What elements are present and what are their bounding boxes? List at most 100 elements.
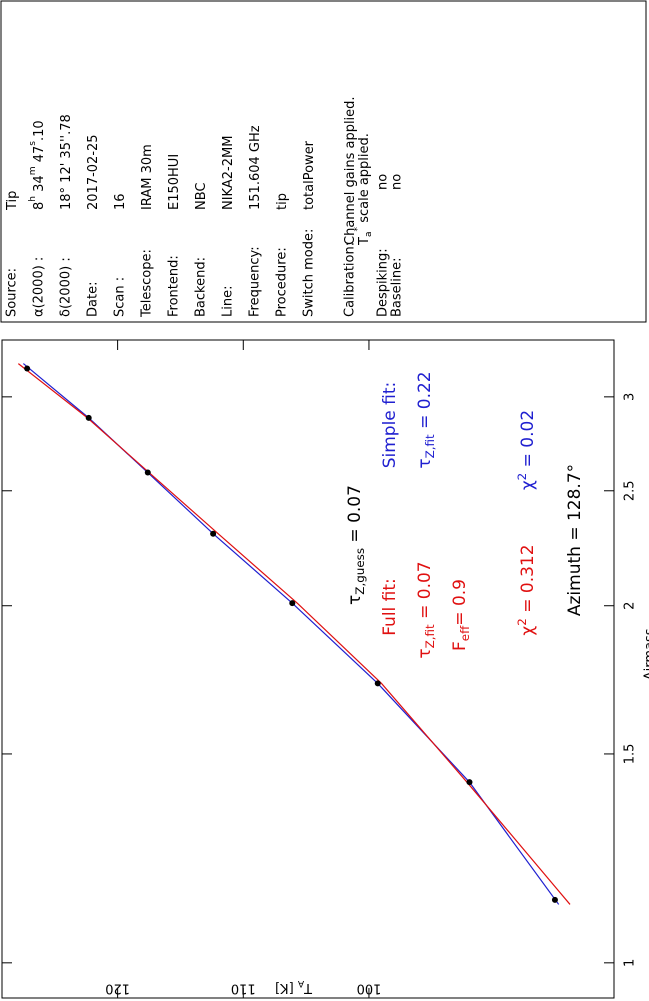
info-value: 2017-02-25 <box>86 134 101 210</box>
info-value: NBC <box>194 183 209 211</box>
fit-line <box>17 363 571 905</box>
x-tick-label: 1 <box>623 959 638 967</box>
info-value: Ta* scale applied. <box>353 133 374 246</box>
text-part: .10 <box>32 120 47 141</box>
text-part: a <box>364 231 374 237</box>
text-part: s <box>28 141 38 146</box>
text-part: Z,fit <box>423 624 437 648</box>
text-part: = 0.22 <box>415 371 435 434</box>
info-value: no <box>376 174 391 190</box>
annotation: τZ,guess = 0.07 <box>345 485 367 605</box>
text-part: 8 <box>32 202 47 210</box>
info-value: no <box>390 174 405 190</box>
text-part: totalPower <box>302 140 317 210</box>
text-part: tip <box>275 193 290 210</box>
text-part: NBC <box>194 183 209 211</box>
info-label: δ(2000) : <box>59 257 74 317</box>
data-point <box>24 365 31 372</box>
data-point <box>85 414 92 421</box>
data-point <box>551 896 558 903</box>
text-part: h <box>28 196 38 202</box>
text-part: τ <box>345 595 365 605</box>
info-label: Switch mode: <box>302 229 317 317</box>
text-part: 34 <box>32 175 47 196</box>
text-part: χ <box>518 480 538 490</box>
text-part: Azimuth = 128.7° <box>565 464 585 616</box>
text-part: 47 <box>32 146 47 167</box>
info-value: Tip <box>5 191 20 211</box>
text-part: = 0.07 <box>415 561 435 624</box>
text-part: 18° 12' 35''.78 <box>59 114 74 210</box>
text-part: = 0.9 <box>450 579 470 626</box>
info-value: NIKA2-2MM <box>221 136 236 210</box>
annotation: Full fit: <box>380 578 400 636</box>
info-label: Procedure: <box>275 247 290 317</box>
info-label: Date: <box>86 282 101 317</box>
y-axis-label: TA [K] <box>275 978 313 996</box>
info-value: Channel gains applied. <box>343 96 358 245</box>
info-value: E150HUI <box>167 154 182 210</box>
info-label: Frontend: <box>167 255 182 317</box>
text-part: Z,guess <box>353 548 367 595</box>
data-point <box>289 600 296 607</box>
info-label: Telescope: <box>140 249 155 318</box>
x-axis-label: Airmass <box>643 628 649 680</box>
y-tick-label: 110 <box>231 981 256 996</box>
annotation: χ2 = 0.312 <box>515 544 538 635</box>
info-label: Despiking: <box>376 248 391 317</box>
info-label: Calibration: <box>343 242 358 317</box>
info-value: 8h 34m 47s.10 <box>28 120 47 210</box>
text-part: Simple fit: <box>380 382 400 469</box>
info-value: 18° 12' 35''.78 <box>59 114 74 210</box>
text-part: Tip <box>5 191 20 211</box>
info-frame <box>0 0 647 323</box>
text-part: IRAM 30m <box>140 144 155 210</box>
info-label: Baseline: <box>390 258 405 318</box>
data-point <box>374 680 381 687</box>
text-part: = 0.07 <box>345 485 365 548</box>
y-tick-label: 120 <box>105 981 130 996</box>
x-tick-label: 1.5 <box>623 744 638 765</box>
annotation: χ2 = 0.02 <box>515 410 538 490</box>
info-label: Source: <box>5 268 20 317</box>
text-part: 2017-02-25 <box>86 134 101 210</box>
annotation: Azimuth = 128.7° <box>565 464 585 616</box>
info-label: Line: <box>221 286 236 317</box>
text-part: τ <box>415 458 435 468</box>
text-part: T <box>357 237 372 246</box>
x-tick-label: 2.5 <box>623 480 638 501</box>
text-part: E150HUI <box>167 154 182 210</box>
annotation: τZ,fit = 0.07 <box>415 561 437 658</box>
text-part: scale applied. <box>357 133 372 227</box>
text-part: m <box>28 166 38 175</box>
x-tick-label: 2 <box>623 602 638 610</box>
y-tick-label: 100 <box>357 981 382 996</box>
info-label: Backend: <box>194 257 209 317</box>
info-value: IRAM 30m <box>140 144 155 210</box>
text-part: A <box>297 978 304 988</box>
annotation: Feff= 0.9 <box>450 579 472 651</box>
text-part: [K] <box>275 981 298 996</box>
text-part: = 0.02 <box>518 410 538 473</box>
annotation: Simple fit: <box>380 382 400 469</box>
x-tick-label: 3 <box>623 393 638 401</box>
annotation: τZ,fit = 0.22 <box>415 371 437 468</box>
text-part: 2 <box>515 473 529 481</box>
plot-frame <box>1 339 615 999</box>
info-value: 16 <box>113 193 128 210</box>
text-part: NIKA2-2MM <box>221 136 236 210</box>
text-part: F <box>450 641 470 651</box>
text-part: 16 <box>113 193 128 210</box>
text-part: Z,fit <box>423 434 437 458</box>
text-part: 151.604 GHz <box>248 125 263 210</box>
info-value: tip <box>275 193 290 210</box>
text-part: Full fit: <box>380 578 400 636</box>
info-label: Scan : <box>113 277 128 317</box>
text-part: = 0.312 <box>518 544 538 618</box>
text-part: * <box>353 226 363 231</box>
text-part: T <box>304 981 313 996</box>
